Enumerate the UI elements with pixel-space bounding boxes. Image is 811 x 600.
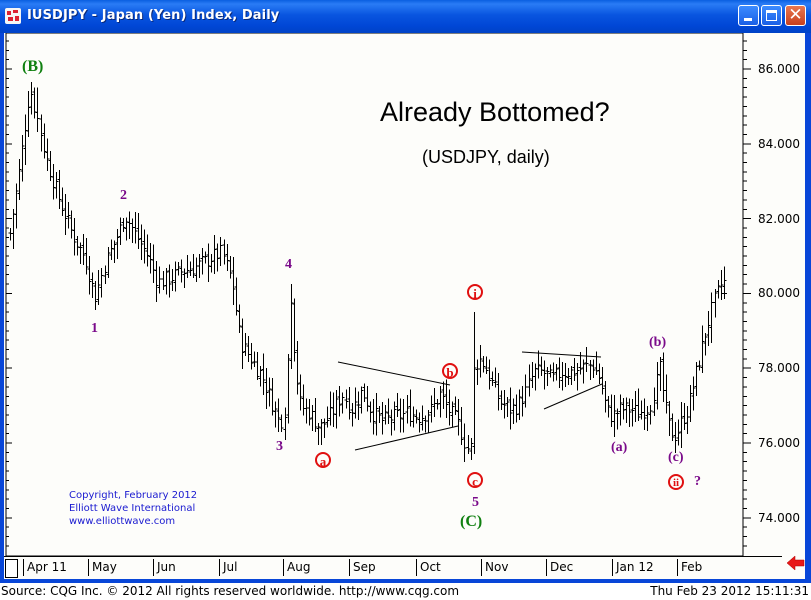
minimize-button[interactable] (738, 5, 759, 26)
y-tick-label: 80.000 (758, 286, 800, 300)
source-credit: Source: CQG Inc. © 2012 All rights reser… (1, 584, 460, 598)
trendline (543, 383, 603, 410)
wave-label: (B) (22, 58, 44, 75)
y-tick-label: 82.000 (758, 212, 800, 226)
y-tick-label: 86.000 (758, 62, 800, 76)
x-tick-label: Dec (546, 559, 573, 576)
x-tick-label: Jan 12 (612, 559, 654, 576)
circled-wave-label: ii (668, 474, 684, 490)
copyright-notice: Copyright, February 2012 Elliott Wave In… (69, 489, 197, 528)
wave-label: 4 (285, 257, 292, 272)
x-tick-label: Sep (349, 559, 376, 576)
close-button[interactable]: ✕ (785, 5, 806, 26)
wave-label: 5 (472, 495, 479, 510)
x-tick-label: Jul (219, 559, 237, 576)
chart-headline: Already Bottomed? (380, 97, 610, 127)
trendline (521, 351, 602, 358)
chart-subheadline: (USDJPY, daily) (422, 147, 550, 167)
wave-label: (b) (649, 335, 667, 350)
trendline (354, 425, 459, 451)
x-tick-label: Feb (677, 559, 702, 576)
x-tick-label: May (88, 559, 117, 576)
x-tick-label: Jun (153, 559, 176, 576)
window-frame-left (0, 33, 4, 583)
circled-wave-label: c (467, 472, 483, 489)
trendline (337, 361, 451, 386)
x-tick-label: Oct (416, 559, 441, 576)
wave-label: ? (694, 474, 701, 489)
wave-label: 1 (91, 321, 98, 336)
y-tick-label: 74.000 (758, 511, 800, 525)
wave-label: (c) (668, 450, 684, 465)
title-bar: IUSDJPY - Japan (Yen) Index, Daily ✕ (0, 0, 811, 33)
circled-wave-label: b (442, 363, 458, 380)
y-tick-label: 78.000 (758, 361, 800, 375)
window-frame-right (805, 33, 811, 583)
copyright-line: Elliott Wave International (69, 503, 196, 514)
y-tick-label: 76.000 (758, 436, 800, 450)
app-icon (5, 8, 21, 24)
x-axis: Apr 11 May Jun Jul Aug Sep Oct Nov Dec Jan 12 Feb (4, 556, 784, 578)
copyright-line: Copyright, February 2012 (69, 490, 198, 501)
maximize-icon (766, 10, 777, 21)
scroll-left-arrow-icon[interactable] (787, 555, 805, 571)
circled-wave-label: i (467, 284, 483, 301)
circled-wave-label: a (315, 452, 331, 469)
price-chart (5, 33, 751, 557)
wave-label: 3 (276, 439, 283, 454)
copyright-link: www.elliottwave.com (69, 516, 176, 527)
window-title: IUSDJPY - Japan (Yen) Index, Daily (27, 8, 280, 23)
y-tick-label: 84.000 (758, 137, 800, 151)
window-frame-bottom (0, 579, 811, 583)
x-tick-label: Apr 11 (23, 559, 67, 576)
axis-corner-box (5, 559, 18, 578)
minimize-icon (744, 18, 752, 21)
wave-label: (C) (460, 513, 483, 530)
maximize-button[interactable] (761, 5, 782, 26)
close-icon: ✕ (788, 5, 803, 25)
timestamp: Thu Feb 23 2012 15:11:31 (650, 584, 809, 598)
x-tick-label: Nov (481, 559, 508, 576)
x-tick-label: Aug (283, 559, 310, 576)
wave-label: 2 (120, 188, 127, 203)
wave-label: (a) (611, 440, 628, 455)
status-bar: Source: CQG Inc. © 2012 All rights reser… (0, 583, 811, 600)
